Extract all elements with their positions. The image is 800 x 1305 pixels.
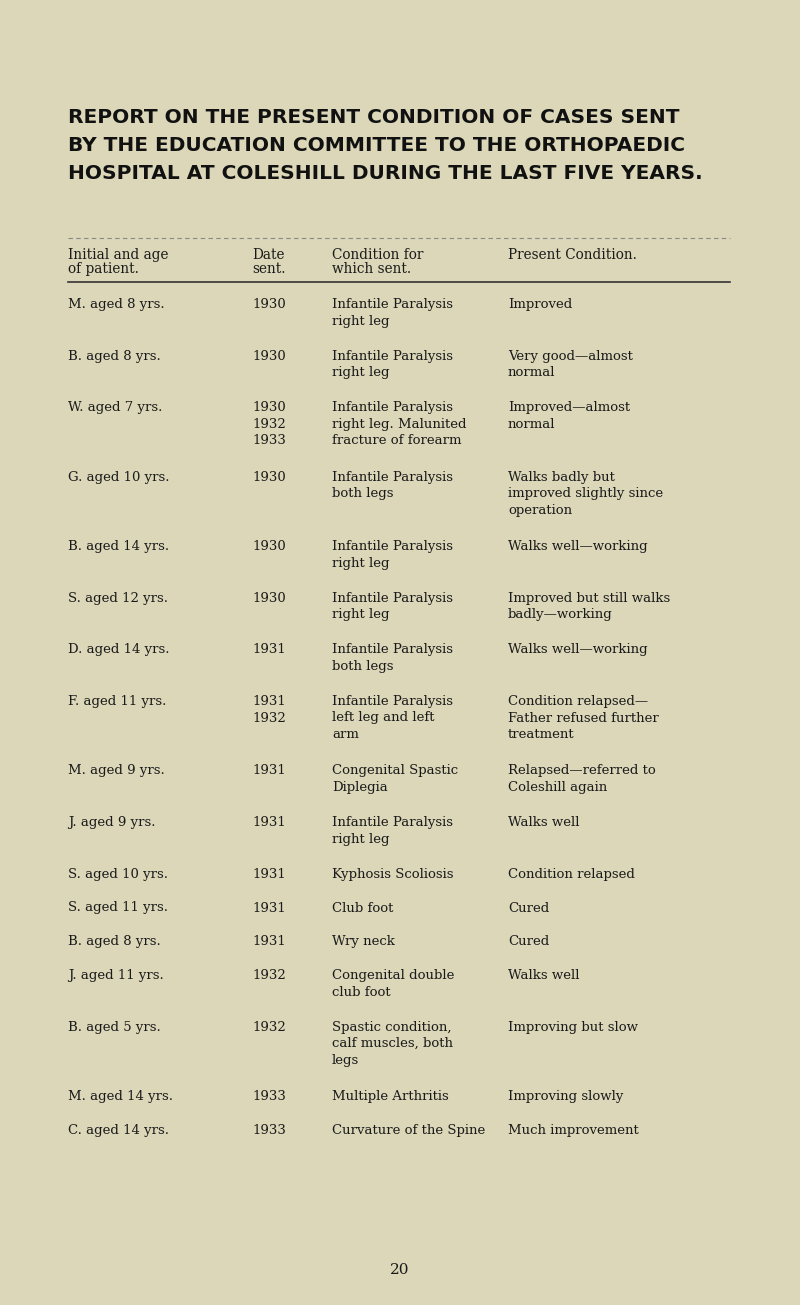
Text: BY THE EDUCATION COMMITTEE TO THE ORTHOPAEDIC: BY THE EDUCATION COMMITTEE TO THE ORTHOP… [68,136,685,155]
Text: Improved but still walks
badly—working: Improved but still walks badly—working [508,591,670,621]
Text: 1931: 1931 [252,902,286,915]
Text: B. aged 8 yrs.: B. aged 8 yrs. [68,350,161,363]
Text: B. aged 5 yrs.: B. aged 5 yrs. [68,1021,161,1034]
Text: M. aged 8 yrs.: M. aged 8 yrs. [68,298,165,311]
Text: 1931: 1931 [252,868,286,881]
Text: Infantile Paralysis
right leg: Infantile Paralysis right leg [332,298,453,328]
Text: Infantile Paralysis
right leg: Infantile Paralysis right leg [332,350,453,380]
Text: B. aged 14 yrs.: B. aged 14 yrs. [68,540,169,553]
Text: Walks well—working: Walks well—working [508,540,648,553]
Text: M. aged 9 yrs.: M. aged 9 yrs. [68,765,165,778]
Text: Congenital double
club foot: Congenital double club foot [332,970,454,998]
Text: sent.: sent. [252,262,286,275]
Text: M. aged 14 yrs.: M. aged 14 yrs. [68,1090,173,1103]
Text: Walks badly but
improved slightly since
operation: Walks badly but improved slightly since … [508,471,663,517]
Text: Wry neck: Wry neck [332,936,395,949]
Text: Very good—almost
normal: Very good—almost normal [508,350,633,380]
Text: Kyphosis Scoliosis: Kyphosis Scoliosis [332,868,454,881]
Text: D. aged 14 yrs.: D. aged 14 yrs. [68,643,170,656]
Text: of patient.: of patient. [68,262,139,275]
Text: 1930: 1930 [252,591,286,604]
Text: Infantile Paralysis
both legs: Infantile Paralysis both legs [332,471,453,500]
Text: Infantile Paralysis
right leg: Infantile Paralysis right leg [332,591,453,621]
Text: Condition for: Condition for [332,248,423,262]
Text: Cured: Cured [508,902,550,915]
Text: Club foot: Club foot [332,902,394,915]
Text: Infantile Paralysis
right leg: Infantile Paralysis right leg [332,816,453,846]
Text: 1931
1932: 1931 1932 [252,696,286,724]
Text: Condition relapsed—
Father refused further
treatment: Condition relapsed— Father refused furth… [508,696,658,741]
Text: Improved: Improved [508,298,572,311]
Text: 1931: 1931 [252,816,286,829]
Text: 1930: 1930 [252,298,286,311]
Text: S. aged 10 yrs.: S. aged 10 yrs. [68,868,168,881]
Text: Curvature of the Spine: Curvature of the Spine [332,1124,486,1137]
Text: Infantile Paralysis
left leg and left
arm: Infantile Paralysis left leg and left ar… [332,696,453,741]
Text: 1930: 1930 [252,350,286,363]
Text: Congenital Spastic
Diplegia: Congenital Spastic Diplegia [332,765,458,793]
Text: 1931: 1931 [252,765,286,778]
Text: J. aged 11 yrs.: J. aged 11 yrs. [68,970,164,983]
Text: Present Condition.: Present Condition. [508,248,637,262]
Text: Relapsed—referred to
Coleshill again: Relapsed—referred to Coleshill again [508,765,656,793]
Text: Infantile Paralysis
right leg: Infantile Paralysis right leg [332,540,453,569]
Text: 1932: 1932 [252,970,286,983]
Text: J. aged 9 yrs.: J. aged 9 yrs. [68,816,155,829]
Text: 1931: 1931 [252,643,286,656]
Text: G. aged 10 yrs.: G. aged 10 yrs. [68,471,170,484]
Text: Improved—almost
normal: Improved—almost normal [508,401,630,431]
Text: which sent.: which sent. [332,262,411,275]
Text: 1930
1932
1933: 1930 1932 1933 [252,401,286,448]
Text: Spastic condition,
calf muscles, both
legs: Spastic condition, calf muscles, both le… [332,1021,453,1066]
Text: 1930: 1930 [252,540,286,553]
Text: Date: Date [252,248,285,262]
Text: HOSPITAL AT COLESHILL DURING THE LAST FIVE YEARS.: HOSPITAL AT COLESHILL DURING THE LAST FI… [68,164,702,183]
Text: C. aged 14 yrs.: C. aged 14 yrs. [68,1124,169,1137]
Text: Walks well: Walks well [508,816,579,829]
Text: 1933: 1933 [252,1124,286,1137]
Text: Multiple Arthritis: Multiple Arthritis [332,1090,449,1103]
Text: 20: 20 [390,1263,410,1278]
Text: Improving but slow: Improving but slow [508,1021,638,1034]
Text: S. aged 11 yrs.: S. aged 11 yrs. [68,902,168,915]
Text: 1930: 1930 [252,471,286,484]
Text: Much improvement: Much improvement [508,1124,638,1137]
Text: REPORT ON THE PRESENT CONDITION OF CASES SENT: REPORT ON THE PRESENT CONDITION OF CASES… [68,108,679,127]
Text: Infantile Paralysis
right leg. Malunited
fracture of forearm: Infantile Paralysis right leg. Malunited… [332,401,466,448]
Text: 1933: 1933 [252,1090,286,1103]
Text: W. aged 7 yrs.: W. aged 7 yrs. [68,401,162,414]
Text: Cured: Cured [508,936,550,949]
Text: Walks well—working: Walks well—working [508,643,648,656]
Text: F. aged 11 yrs.: F. aged 11 yrs. [68,696,166,709]
Text: Infantile Paralysis
both legs: Infantile Paralysis both legs [332,643,453,673]
Text: 1932: 1932 [252,1021,286,1034]
Text: Initial and age: Initial and age [68,248,169,262]
Text: 1931: 1931 [252,936,286,949]
Text: B. aged 8 yrs.: B. aged 8 yrs. [68,936,161,949]
Text: S. aged 12 yrs.: S. aged 12 yrs. [68,591,168,604]
Text: Condition relapsed: Condition relapsed [508,868,635,881]
Text: Walks well: Walks well [508,970,579,983]
Text: Improving slowly: Improving slowly [508,1090,623,1103]
